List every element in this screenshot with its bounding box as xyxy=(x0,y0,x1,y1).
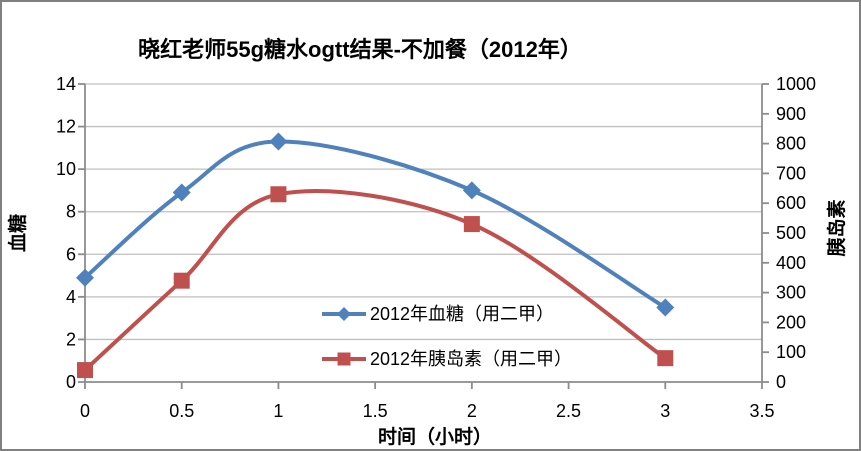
x-tick-label: 3 xyxy=(660,401,670,421)
series-plot xyxy=(76,132,675,379)
y-right-tick-label: 700 xyxy=(776,163,806,183)
data-point-marker xyxy=(656,298,675,317)
y-right-tick-label: 100 xyxy=(776,342,806,362)
legend-item[interactable]: 2012年血糖（用二甲） xyxy=(322,304,554,324)
data-point-marker xyxy=(269,132,288,151)
y-axis-left-title: 血糖 xyxy=(6,214,29,252)
y-right-tick-label: 200 xyxy=(776,312,806,332)
legend: 2012年血糖（用二甲） 2012年胰岛素（用二甲） xyxy=(322,304,572,369)
legend-marker xyxy=(337,307,351,321)
x-tick-label: 1 xyxy=(273,401,283,421)
data-point-marker xyxy=(172,183,191,202)
y-right-tick-label: 900 xyxy=(776,104,806,124)
y-right-tick-label: 300 xyxy=(776,283,806,303)
y-left-tick-label: 14 xyxy=(56,74,76,94)
data-point-marker xyxy=(463,216,480,233)
legend-label: 2012年胰岛素（用二甲） xyxy=(370,349,572,369)
x-tick-label: 2.5 xyxy=(556,401,581,421)
y-right-tick-label: 400 xyxy=(776,253,806,273)
x-tick-label: 0 xyxy=(80,401,90,421)
y-left-tick-label: 6 xyxy=(66,244,76,264)
y-axis-right-title: 胰岛素 xyxy=(825,199,848,257)
y-left-tick-label: 2 xyxy=(66,329,76,349)
y-left-tick-label: 8 xyxy=(66,202,76,222)
y-right-tick-label: 1000 xyxy=(776,74,816,94)
series-insulin xyxy=(77,186,674,379)
x-tick-label: 2 xyxy=(467,401,477,421)
x-tick-label: 0.5 xyxy=(169,401,194,421)
y-right-tick-label: 0 xyxy=(776,372,786,392)
x-tick-label: 3.5 xyxy=(749,401,774,421)
x-axis-title: 时间（小时） xyxy=(378,425,492,448)
y-left-tick-label: 4 xyxy=(66,287,76,307)
data-point-marker xyxy=(270,186,287,203)
y-left-tick-label: 0 xyxy=(66,372,76,392)
tick-labels: 0246810121401002003004005006007008009001… xyxy=(56,74,816,421)
legend-item[interactable]: 2012年胰岛素（用二甲） xyxy=(322,349,572,369)
data-point-marker xyxy=(173,272,190,289)
x-tick-label: 1.5 xyxy=(363,401,388,421)
y-right-tick-label: 600 xyxy=(776,193,806,213)
chart-title: 晓红老师55g糖水ogtt结果-不加餐（2012年） xyxy=(138,37,582,62)
data-point-marker xyxy=(77,362,93,379)
y-right-tick-label: 500 xyxy=(776,223,806,243)
data-point-marker xyxy=(76,268,94,287)
data-point-marker xyxy=(462,181,481,200)
legend-label: 2012年血糖（用二甲） xyxy=(370,304,554,324)
legend-marker xyxy=(337,352,351,366)
y-right-tick-label: 800 xyxy=(776,134,806,154)
data-point-marker xyxy=(657,350,674,367)
series-line xyxy=(83,139,668,310)
y-left-tick-label: 12 xyxy=(56,117,76,137)
series-glucose xyxy=(76,132,675,317)
axes xyxy=(78,83,769,389)
y-left-tick-label: 10 xyxy=(56,159,76,179)
series-line xyxy=(83,189,668,373)
